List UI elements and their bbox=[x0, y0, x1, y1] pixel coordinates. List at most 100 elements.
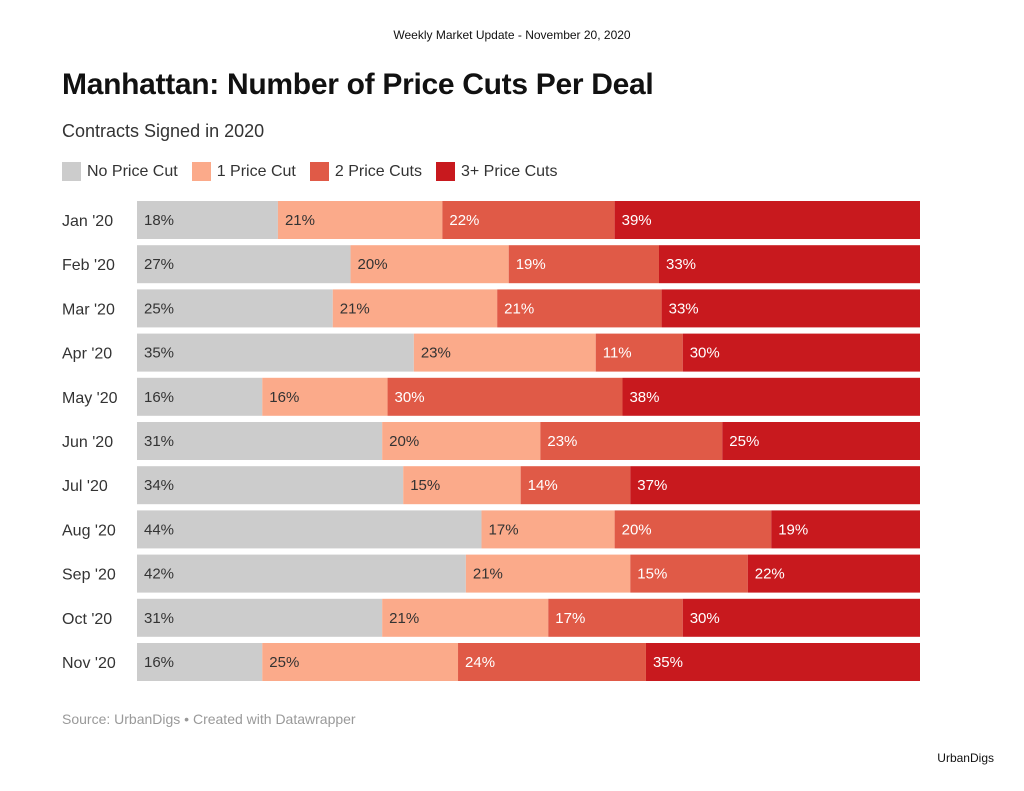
bar-segment-no-price-cut-apr-20 bbox=[137, 333, 414, 372]
legend-item-3-plus-price-cuts: 3+ Price Cuts bbox=[435, 162, 558, 181]
value-label-3-price-cuts-oct-20: 30% bbox=[690, 610, 720, 627]
bar-segment-2-price-cuts-aug-20 bbox=[614, 510, 772, 549]
bar-segment-no-price-cut-nov-20 bbox=[137, 643, 263, 681]
value-label-no-price-cut-mar-20: 25% bbox=[144, 300, 174, 317]
legend-label-1-price-cut: 1 Price Cut bbox=[216, 162, 296, 180]
value-label-2-price-cuts-jul-20: 14% bbox=[528, 477, 558, 494]
row-label-oct-20: Oct '20 bbox=[62, 611, 112, 628]
value-label-3-price-cuts-mar-20: 33% bbox=[669, 300, 699, 317]
bar-segment-2-price-cuts-may-20 bbox=[387, 377, 623, 416]
legend-swatch-2-price-cuts bbox=[309, 162, 329, 181]
value-label-1-price-cut-oct-20: 21% bbox=[389, 610, 419, 627]
bar-segment-no-price-cut-oct-20 bbox=[137, 598, 383, 637]
row-label-jun-20: Jun '20 bbox=[62, 434, 113, 451]
legend-label-2-price-cuts: 2 Price Cuts bbox=[334, 162, 422, 180]
row-label-mar-20: Mar '20 bbox=[62, 301, 115, 318]
value-label-1-price-cut-mar-20: 21% bbox=[340, 300, 370, 317]
bar-segment-3-price-cuts-jul-20 bbox=[630, 466, 920, 505]
value-label-3-price-cuts-may-20: 38% bbox=[629, 389, 659, 406]
row-label-apr-20: Apr '20 bbox=[62, 346, 112, 363]
value-label-no-price-cut-sep-20: 42% bbox=[144, 566, 174, 583]
value-label-no-price-cut-oct-20: 31% bbox=[144, 610, 174, 627]
value-label-2-price-cuts-nov-20: 24% bbox=[465, 654, 495, 671]
bar-segment-1-price-cut-may-20 bbox=[262, 377, 388, 416]
value-label-2-price-cuts-feb-20: 19% bbox=[516, 256, 546, 273]
row-label-nov-20: Nov '20 bbox=[62, 655, 116, 672]
value-label-3-price-cuts-sep-20: 22% bbox=[755, 566, 785, 583]
bar-segment-1-price-cut-aug-20 bbox=[481, 510, 615, 549]
bar-segment-no-price-cut-mar-20 bbox=[137, 289, 333, 328]
bar-segment-no-price-cut-aug-20 bbox=[137, 510, 482, 549]
stacked-bar-chart: Jan '20 18% 21% 22% 39% Feb '20 27% 20% 19% 33% Ma… bbox=[62, 201, 920, 681]
bar-segment-1-price-cut-jul-20 bbox=[403, 466, 521, 505]
bar-segment-no-price-cut-jun-20 bbox=[137, 422, 383, 460]
value-label-3-price-cuts-nov-20: 35% bbox=[653, 654, 683, 671]
value-label-1-price-cut-aug-20: 17% bbox=[489, 521, 519, 538]
bar-segment-2-price-cuts-nov-20 bbox=[458, 643, 646, 681]
legend-swatch-1-price-cut bbox=[191, 162, 211, 181]
row-label-feb-20: Feb '20 bbox=[62, 257, 115, 274]
row-label-may-20: May '20 bbox=[62, 390, 118, 407]
bar-segment-no-price-cut-may-20 bbox=[137, 377, 263, 416]
bar-segment-2-price-cuts-apr-20 bbox=[595, 333, 683, 372]
value-label-3-price-cuts-jan-20: 39% bbox=[622, 212, 652, 229]
legend: No Price Cut 1 Price Cut 2 Price Cuts 3+… bbox=[62, 162, 571, 181]
value-label-no-price-cut-aug-20: 44% bbox=[144, 521, 174, 538]
value-label-2-price-cuts-may-20: 30% bbox=[395, 389, 425, 406]
bar-segment-no-price-cut-jan-20 bbox=[137, 201, 278, 239]
bar-segment-1-price-cut-jun-20 bbox=[382, 422, 541, 460]
bar-segment-2-price-cuts-mar-20 bbox=[497, 289, 662, 328]
chart-title: Manhattan: Number of Price Cuts Per Deal bbox=[62, 68, 654, 101]
value-label-2-price-cuts-apr-20: 11% bbox=[603, 345, 632, 362]
bar-segment-3-price-cuts-mar-20 bbox=[661, 289, 920, 328]
bar-segment-3-price-cuts-apr-20 bbox=[682, 333, 920, 372]
value-label-1-price-cut-jul-20: 15% bbox=[410, 477, 440, 494]
bar-segment-3-price-cuts-may-20 bbox=[622, 377, 920, 416]
legend-swatch-no-price-cut bbox=[62, 162, 81, 181]
value-label-1-price-cut-may-20: 16% bbox=[269, 389, 299, 406]
chart-subtitle: Contracts Signed in 2020 bbox=[62, 121, 265, 141]
value-label-3-price-cuts-jun-20: 25% bbox=[729, 433, 759, 450]
bar-segment-3-price-cuts-nov-20 bbox=[645, 643, 920, 681]
legend-label-no-price-cut: No Price Cut bbox=[87, 162, 178, 180]
bar-segment-3-price-cuts-feb-20 bbox=[659, 245, 920, 284]
value-label-no-price-cut-nov-20: 16% bbox=[144, 654, 174, 671]
value-label-2-price-cuts-oct-20: 17% bbox=[555, 610, 585, 627]
value-label-1-price-cut-apr-20: 23% bbox=[421, 345, 451, 362]
bar-segment-3-price-cuts-jun-20 bbox=[722, 422, 920, 460]
value-label-no-price-cut-feb-20: 27% bbox=[144, 256, 174, 273]
legend-item-2-price-cuts: 2 Price Cuts bbox=[309, 162, 422, 181]
bar-segment-2-price-cuts-jan-20 bbox=[442, 201, 615, 239]
source-line: Source: UrbanDigs • Created with Datawra… bbox=[62, 711, 356, 727]
bar-segment-1-price-cut-apr-20 bbox=[413, 333, 596, 372]
value-label-1-price-cut-nov-20: 25% bbox=[269, 654, 299, 671]
value-label-2-price-cuts-mar-20: 21% bbox=[504, 300, 534, 317]
value-label-1-price-cut-feb-20: 20% bbox=[358, 256, 388, 273]
bar-segment-1-price-cut-sep-20 bbox=[465, 554, 631, 593]
bar-segment-3-price-cuts-aug-20 bbox=[771, 510, 920, 549]
row-label-sep-20: Sep '20 bbox=[62, 567, 116, 584]
bar-segment-2-price-cuts-jun-20 bbox=[540, 422, 723, 460]
bar-segment-1-price-cut-nov-20 bbox=[262, 643, 459, 681]
legend-item-no-price-cut: No Price Cut bbox=[62, 162, 178, 181]
row-label-jul-20: Jul '20 bbox=[62, 478, 108, 495]
legend-swatch-3-plus-price-cuts bbox=[435, 162, 455, 181]
header-line: Weekly Market Update - November 20, 2020 bbox=[393, 28, 631, 42]
legend-item-1-price-cut: 1 Price Cut bbox=[191, 162, 296, 181]
value-label-2-price-cuts-jun-20: 23% bbox=[547, 433, 577, 450]
value-label-no-price-cut-jan-20: 18% bbox=[144, 212, 174, 229]
bar-segment-1-price-cut-jan-20 bbox=[277, 201, 443, 239]
value-label-3-price-cuts-apr-20: 30% bbox=[690, 345, 720, 362]
bar-segment-no-price-cut-sep-20 bbox=[137, 554, 466, 593]
value-label-no-price-cut-jun-20: 31% bbox=[144, 433, 174, 450]
bar-segment-3-price-cuts-jan-20 bbox=[614, 201, 920, 239]
value-label-3-price-cuts-feb-20: 33% bbox=[666, 256, 696, 273]
bar-segment-2-price-cuts-oct-20 bbox=[548, 598, 683, 637]
legend-label-3-plus-price-cuts: 3+ Price Cuts bbox=[460, 162, 558, 180]
bar-segment-1-price-cut-oct-20 bbox=[382, 598, 549, 637]
bar-segment-3-price-cuts-oct-20 bbox=[682, 598, 920, 637]
value-label-1-price-cut-jun-20: 20% bbox=[389, 433, 419, 450]
footer-brand: UrbanDigs bbox=[937, 751, 994, 765]
bar-segment-3-price-cuts-sep-20 bbox=[747, 554, 920, 593]
row-label-aug-20: Aug '20 bbox=[62, 522, 116, 539]
